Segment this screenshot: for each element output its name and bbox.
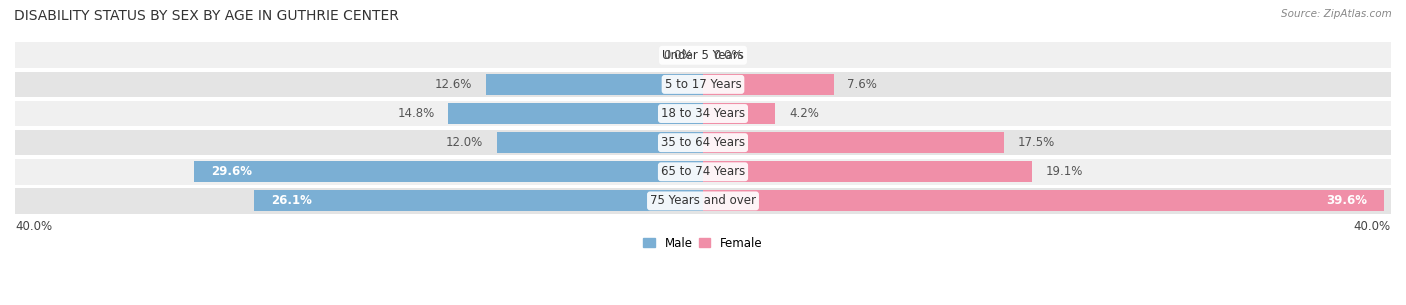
Text: 40.0%: 40.0% <box>1354 220 1391 233</box>
Bar <box>703 161 1032 182</box>
Text: 65 to 74 Years: 65 to 74 Years <box>661 165 745 178</box>
Text: 40.0%: 40.0% <box>15 220 52 233</box>
Text: 12.0%: 12.0% <box>446 136 482 149</box>
Text: 17.5%: 17.5% <box>1018 136 1054 149</box>
Text: 18 to 34 Years: 18 to 34 Years <box>661 107 745 120</box>
Text: 35 to 64 Years: 35 to 64 Years <box>661 136 745 149</box>
Text: 12.6%: 12.6% <box>434 78 472 91</box>
Bar <box>703 74 834 95</box>
Bar <box>15 188 1391 214</box>
Text: 0.0%: 0.0% <box>713 49 742 62</box>
Bar <box>703 190 1384 211</box>
Bar <box>15 72 1391 97</box>
Bar <box>15 130 1391 156</box>
Bar <box>15 42 1391 68</box>
Bar <box>496 132 703 153</box>
Text: 26.1%: 26.1% <box>271 194 312 207</box>
Text: Source: ZipAtlas.com: Source: ZipAtlas.com <box>1281 9 1392 19</box>
Bar <box>254 190 703 211</box>
Text: 4.2%: 4.2% <box>789 107 818 120</box>
Bar <box>194 161 703 182</box>
Text: 5 to 17 Years: 5 to 17 Years <box>665 78 741 91</box>
Text: 0.0%: 0.0% <box>664 49 693 62</box>
Bar <box>15 159 1391 185</box>
Text: DISABILITY STATUS BY SEX BY AGE IN GUTHRIE CENTER: DISABILITY STATUS BY SEX BY AGE IN GUTHR… <box>14 9 399 23</box>
Text: 75 Years and over: 75 Years and over <box>650 194 756 207</box>
Text: 7.6%: 7.6% <box>848 78 877 91</box>
Text: 19.1%: 19.1% <box>1045 165 1083 178</box>
Bar <box>486 74 703 95</box>
Bar <box>703 132 1004 153</box>
Bar <box>15 101 1391 126</box>
Bar <box>703 103 775 124</box>
Text: 14.8%: 14.8% <box>398 107 434 120</box>
Text: 29.6%: 29.6% <box>211 165 252 178</box>
Bar <box>449 103 703 124</box>
Text: Under 5 Years: Under 5 Years <box>662 49 744 62</box>
Text: 39.6%: 39.6% <box>1326 194 1367 207</box>
Legend: Male, Female: Male, Female <box>638 232 768 254</box>
